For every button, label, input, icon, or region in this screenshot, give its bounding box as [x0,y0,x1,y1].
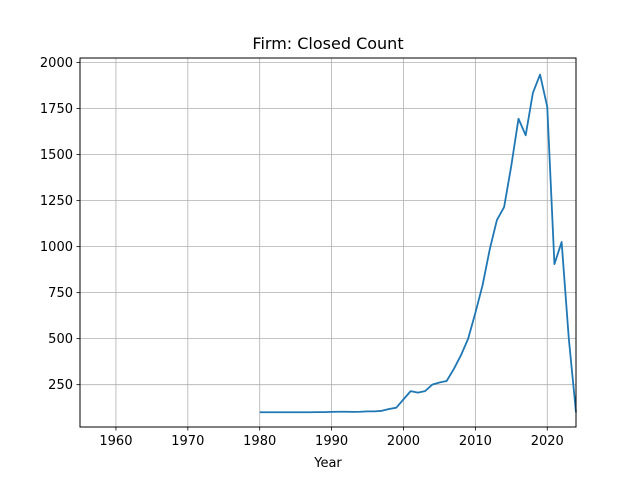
data-layer [259,73,577,414]
x-tick-label: 1980 [243,434,276,449]
x-axis-ticks: 1960 1970 1980 1990 2000 2010 2020 [99,427,564,449]
y-axis-ticks: 250 500 750 1000 1250 1500 1750 2000 [40,56,80,393]
plot-area-frame [79,57,577,428]
y-tick-label: 1250 [40,194,73,209]
x-tick-label: 2010 [459,434,492,449]
y-tick-label: 1500 [40,148,73,163]
y-tick-label: 1750 [40,102,73,117]
grid-lines [80,58,576,427]
y-tick-label: 2000 [40,56,73,71]
x-tick-label: 1960 [99,434,132,449]
x-axis-label: Year [313,456,342,471]
x-tick-label: 1990 [315,434,348,449]
x-tick-label: 2000 [387,434,420,449]
y-tick-label: 750 [48,286,73,301]
y-tick-label: 500 [48,332,73,347]
x-tick-label: 2020 [531,434,564,449]
y-tick-label: 250 [48,378,73,393]
x-tick-label: 1970 [171,434,204,449]
series-line [259,73,577,414]
chart-title: Firm: Closed Count [252,34,403,53]
y-tick-label: 1000 [40,240,73,255]
